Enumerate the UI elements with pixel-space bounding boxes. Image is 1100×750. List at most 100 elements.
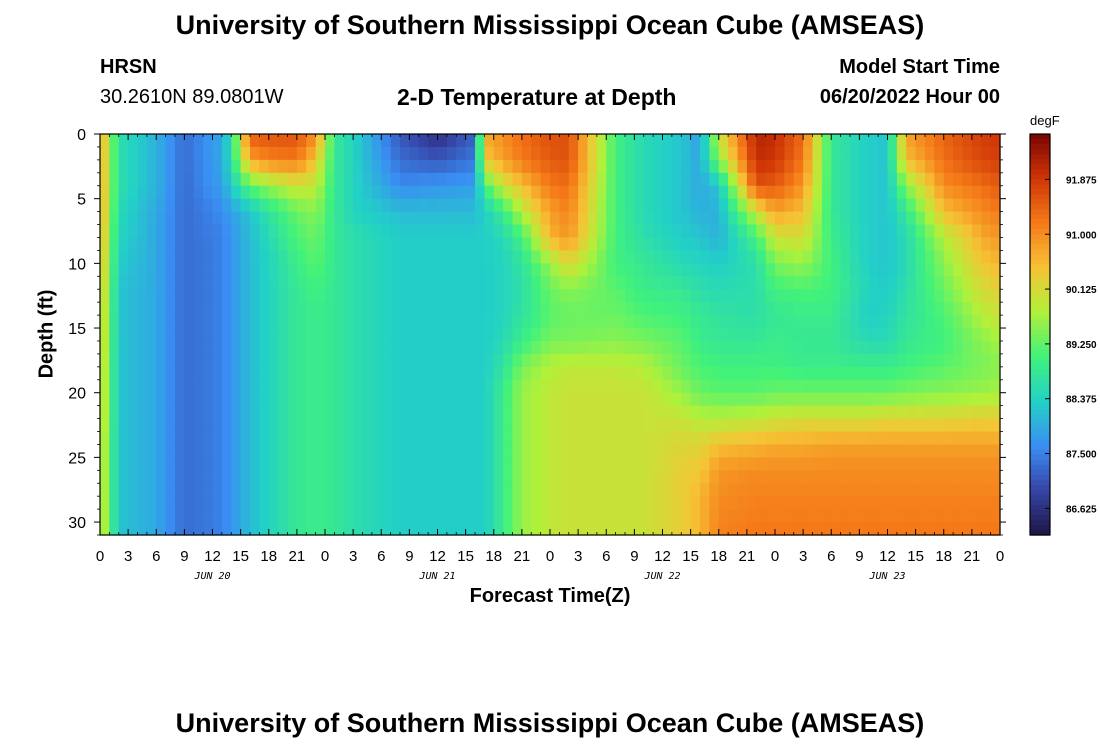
heatmap-cell — [137, 289, 148, 303]
heatmap-cell — [381, 263, 392, 277]
heatmap-cell — [681, 302, 692, 316]
heatmap-cell — [746, 134, 757, 148]
colorbar-band — [1030, 159, 1050, 165]
heatmap-cell — [334, 134, 345, 148]
heatmap-cell — [231, 496, 242, 510]
heatmap-cell — [428, 340, 439, 355]
heatmap-cell — [606, 431, 617, 446]
heatmap-cell — [109, 496, 120, 510]
heatmap-cell — [287, 263, 298, 277]
heatmap-cell — [118, 146, 129, 161]
heatmap-cell — [475, 328, 485, 342]
heatmap-cell — [531, 146, 542, 161]
heatmap-cell — [156, 509, 167, 523]
heatmap-cell — [709, 328, 720, 342]
heatmap-cell — [146, 431, 157, 446]
heatmap-cell — [184, 302, 195, 316]
heatmap-cell — [662, 353, 673, 368]
heatmap-cell — [981, 172, 992, 187]
heatmap-cell — [559, 379, 570, 394]
heatmap-cell — [850, 172, 860, 187]
heatmap-cell — [850, 379, 860, 394]
heatmap-cell — [896, 522, 907, 536]
heatmap-cell — [784, 405, 795, 420]
heatmap-cell — [840, 522, 851, 536]
heatmap-cell — [128, 146, 139, 161]
heatmap-cell — [709, 392, 720, 407]
heatmap-cell — [409, 392, 420, 407]
heatmap-cell — [840, 289, 851, 303]
heatmap-cell — [793, 185, 804, 200]
heatmap-cell — [503, 509, 514, 523]
heatmap-cell — [793, 457, 804, 471]
heatmap-cell — [221, 509, 232, 523]
heatmap-cell — [512, 496, 523, 510]
heatmap-cell — [315, 392, 326, 407]
heatmap-cell — [803, 483, 814, 497]
heatmap-cell — [981, 444, 992, 458]
x-tick-label: 9 — [180, 548, 188, 565]
heatmap-cell — [353, 431, 364, 446]
heatmap-cell — [175, 276, 185, 290]
heatmap-cell — [550, 418, 560, 433]
heatmap-cell — [700, 146, 710, 161]
heatmap-cell — [606, 328, 617, 342]
heatmap-cell — [175, 431, 185, 446]
heatmap-cell — [109, 379, 120, 394]
heatmap-cell — [278, 418, 289, 433]
heatmap-cell — [315, 237, 326, 252]
heatmap-cell — [165, 522, 176, 536]
heatmap-cell — [850, 250, 860, 264]
heatmap-cell — [596, 172, 607, 187]
heatmap-cell — [456, 159, 467, 174]
heatmap-cell — [756, 146, 767, 161]
heatmap-cell — [503, 289, 514, 303]
colorbar-band — [1030, 184, 1050, 190]
heatmap-cell — [278, 483, 289, 497]
heatmap-cell — [831, 457, 842, 471]
heatmap-cell — [850, 392, 860, 407]
heatmap-cell — [165, 366, 176, 381]
heatmap-cell — [334, 289, 345, 303]
heatmap-cell — [690, 134, 701, 148]
heatmap-cell — [803, 289, 814, 303]
heatmap-cell — [118, 457, 129, 471]
heatmap-cell — [953, 392, 964, 407]
heatmap-cell — [165, 185, 176, 200]
heatmap-cell — [746, 211, 757, 226]
heatmap-cell — [728, 405, 739, 420]
colorbar-unit: degF — [1030, 113, 1060, 128]
heatmap-cell — [653, 134, 664, 148]
heatmap-cell — [353, 263, 364, 277]
heatmap-cell — [531, 289, 542, 303]
heatmap-cell — [756, 172, 767, 187]
heatmap-cell — [718, 211, 729, 226]
heatmap-cell — [578, 276, 589, 290]
heatmap-cell — [550, 392, 560, 407]
heatmap-cell — [503, 185, 514, 200]
heatmap-cell — [625, 431, 635, 446]
heatmap-cell — [100, 146, 110, 161]
heatmap-cell — [625, 522, 635, 536]
heatmap-cell — [428, 198, 439, 213]
heatmap-cell — [325, 431, 335, 446]
heatmap-cell — [568, 483, 579, 497]
heatmap-cell — [662, 470, 673, 484]
heatmap-cell — [409, 211, 420, 226]
heatmap-cell — [353, 379, 364, 394]
heatmap-cell — [531, 211, 542, 226]
heatmap-cell — [812, 185, 823, 200]
heatmap-cell — [343, 457, 354, 471]
heatmap-cell — [465, 237, 476, 252]
heatmap-cell — [100, 470, 110, 484]
heatmap-cell — [934, 379, 945, 394]
heatmap-cell — [531, 185, 542, 200]
heatmap-cell — [437, 263, 448, 277]
heatmap-cell — [278, 159, 289, 174]
heatmap-cell — [212, 134, 223, 148]
heatmap-cell — [484, 457, 495, 471]
heatmap-cell — [137, 302, 148, 316]
heatmap-cell — [578, 340, 589, 355]
heatmap-cell — [756, 315, 767, 329]
heatmap-cell — [840, 431, 851, 446]
